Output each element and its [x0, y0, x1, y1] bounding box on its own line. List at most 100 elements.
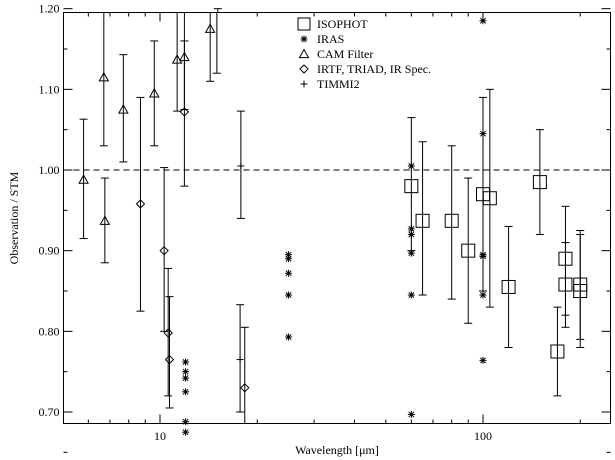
legend-label: CAM Filter — [317, 47, 373, 61]
ast-d2 — [480, 130, 486, 137]
iras-asterisk — [479, 252, 487, 260]
cam-triangle — [204, 23, 216, 33]
error-bar — [535, 129, 544, 236]
iras-asterisk — [285, 291, 293, 299]
y-tick-label: 0.80 — [39, 324, 60, 338]
legend-label: IRAS — [317, 32, 344, 46]
error-bar — [447, 145, 456, 300]
isophot-square — [482, 191, 497, 206]
y-tick-label: 0.90 — [39, 244, 60, 258]
error-bar — [212, 12, 221, 74]
ast-d2 — [408, 225, 415, 232]
plot-area-frame — [63, 12, 611, 424]
y-tick-label: 0.70 — [39, 405, 60, 419]
legend-label: TIMMI2 — [317, 77, 360, 91]
ast-d2 — [182, 359, 189, 365]
timmi2-plus — [236, 356, 244, 364]
iras-asterisk — [407, 231, 415, 239]
error-bar — [553, 306, 562, 397]
iras-asterisk — [285, 333, 293, 341]
iras-asterisk — [407, 291, 415, 299]
ast-d2 — [182, 418, 189, 425]
y-tick-label: 1.10 — [39, 82, 60, 96]
ast-d2 — [408, 231, 415, 238]
legend-item: TIMMI2 — [300, 77, 360, 91]
isophot-square — [532, 175, 547, 190]
legend-label: ISOPHOT — [317, 17, 368, 31]
ast-d2 — [285, 270, 292, 277]
error-bar — [100, 177, 109, 264]
error-bar — [160, 167, 169, 332]
irtf-diamond — [179, 107, 190, 117]
iras-asterisk — [285, 255, 293, 263]
iras-asterisk — [182, 388, 190, 396]
error-bar — [561, 242, 570, 328]
error-bar — [79, 118, 88, 240]
irtf-diamond — [240, 383, 250, 393]
cam-triangle — [99, 215, 111, 225]
ast-d2 — [408, 250, 415, 257]
x-tick-label: 100 — [474, 429, 492, 443]
ast-d2 — [301, 36, 307, 42]
ast-d2 — [182, 375, 189, 382]
legend-item: IRAS — [300, 32, 344, 46]
x-axis-label: Wavelength [μm] — [295, 443, 379, 457]
isophot-square — [444, 213, 459, 228]
cam-triangle — [298, 48, 310, 59]
irtf-diamond — [159, 245, 169, 256]
irtf-diamond — [163, 328, 173, 338]
error-bar — [119, 54, 128, 163]
markers — [78, 17, 588, 436]
isophot-square — [558, 251, 573, 266]
error-bar — [504, 225, 513, 348]
ast-d2 — [480, 17, 486, 24]
y-axis-label: Observation / STM — [7, 171, 21, 264]
error-bar — [206, 12, 215, 82]
iras-asterisk — [182, 374, 190, 382]
ast-d2 — [182, 429, 189, 436]
cam-triangle — [117, 103, 129, 114]
isophot-square — [297, 17, 311, 31]
iras-asterisk — [479, 130, 487, 138]
error-bar — [213, 8, 222, 13]
irtf-diamond — [299, 64, 309, 74]
ast-d2 — [285, 292, 292, 299]
ast-d2 — [480, 357, 486, 364]
ast-d2 — [182, 368, 189, 375]
error-bar — [150, 40, 159, 147]
cam-triangle — [179, 51, 190, 62]
isophot-square — [461, 243, 476, 258]
x-tick-label: 10 — [154, 429, 166, 443]
irtf-diamond — [164, 354, 175, 365]
irtf-diamond — [135, 199, 146, 209]
timmi2-plus — [300, 80, 308, 88]
iras-asterisk — [182, 368, 190, 376]
isophot-square — [415, 213, 430, 228]
error-bar — [164, 267, 173, 397]
iras-asterisk — [407, 249, 415, 257]
iras-asterisk — [285, 269, 293, 277]
iras-asterisk — [407, 410, 415, 418]
ast-d2 — [480, 292, 486, 299]
isophot-square — [404, 179, 419, 194]
error-bar — [418, 141, 427, 296]
iras-asterisk — [182, 418, 190, 426]
legend-item: IRTF, TRIAD, IR Spec. — [299, 62, 431, 76]
iras-asterisk — [479, 17, 487, 25]
iras-asterisk — [182, 358, 190, 366]
cam-triangle — [98, 71, 110, 82]
timmi2-plus — [237, 162, 245, 170]
error-bar — [180, 40, 189, 187]
legend-label: IRTF, TRIAD, IR Spec. — [317, 62, 431, 76]
iras-asterisk — [479, 291, 487, 299]
iras-asterisk — [407, 162, 415, 170]
error-bar — [99, 12, 108, 147]
isophot-square — [550, 344, 565, 359]
isophot-square — [573, 284, 588, 298]
error-bar — [173, 12, 182, 112]
ast-d2 — [182, 388, 189, 395]
iras-asterisk — [479, 356, 487, 364]
ticks — [63, 8, 611, 453]
ast-d2 — [408, 292, 415, 299]
error-bar — [165, 296, 174, 409]
